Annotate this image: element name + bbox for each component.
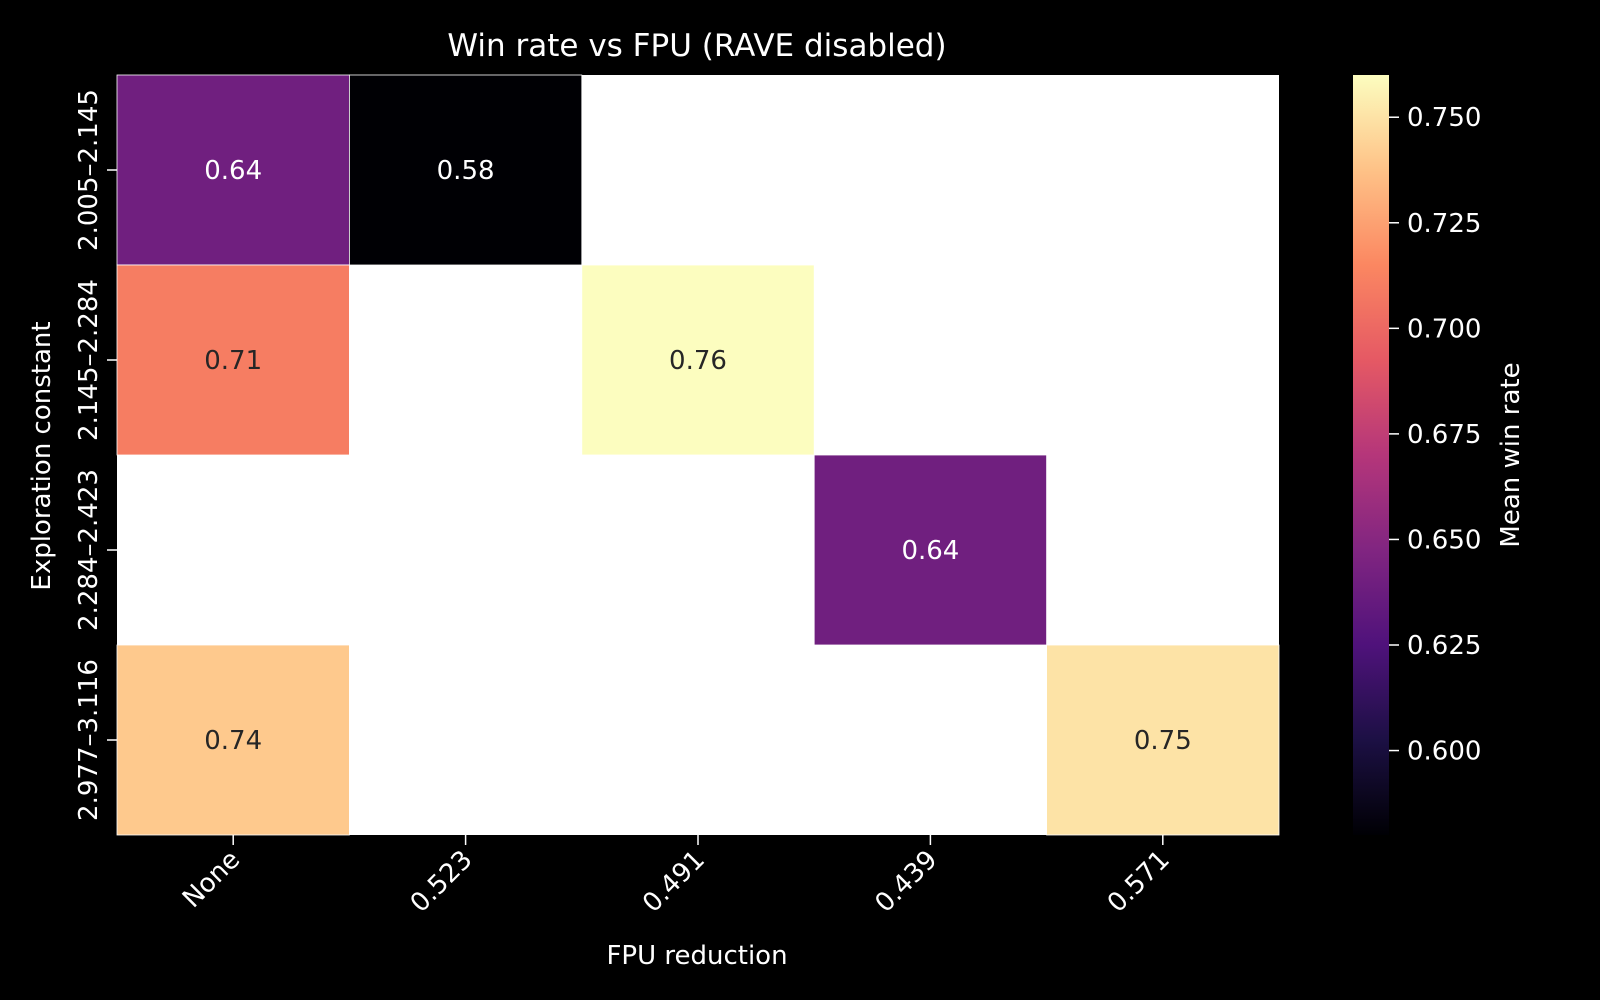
heatmap-cell: [116, 264, 350, 456]
colorbar-tick-label: 0.600: [1407, 737, 1481, 767]
colorbar-label: Mean win rate: [1496, 362, 1526, 547]
colorbar-tick-label: 0.650: [1407, 525, 1481, 555]
cell-value-label: 0.71: [204, 346, 262, 376]
x-tick-label: 0.439: [870, 845, 944, 919]
heatmap-cell: [1046, 644, 1280, 836]
colorbar-tick-label: 0.725: [1407, 209, 1481, 239]
colorbar-tick-label: 0.625: [1407, 631, 1481, 661]
colorbar: 0.600 0.625 0.650 0.675 0.700 0.725 0.750: [1353, 75, 1481, 835]
heatmap-cell: [813, 454, 1048, 646]
cell-value-label: 0.64: [204, 156, 262, 186]
y-tick-label: 2.284–2.423: [74, 469, 104, 631]
x-axis: None 0.523 0.491 0.439 0.571: [177, 835, 1176, 919]
y-tick-label: 2.145–2.284: [74, 279, 104, 441]
heatmap-cell: [116, 644, 350, 836]
heatmap-cell: [348, 74, 583, 266]
x-tick-label: 0.491: [637, 845, 711, 919]
y-axis: 2.005–2.145 2.145–2.284 2.284–2.423 2.977–3…: [74, 89, 117, 821]
x-tick-label: 0.523: [405, 845, 479, 919]
colorbar-gradient: [1353, 75, 1389, 835]
colorbar-tick-label: 0.675: [1407, 420, 1481, 450]
cell-value-label: 0.74: [204, 726, 262, 756]
cell-value-label: 0.75: [1134, 726, 1192, 756]
y-tick-label: 2.977–3.116: [74, 659, 104, 821]
y-axis-label: Exploration constant: [27, 321, 57, 590]
chart-title: Win rate vs FPU (RAVE disabled): [447, 28, 946, 64]
x-axis-label: FPU reduction: [606, 941, 787, 971]
plot-area: 0.64 0.58 0.71 0.76 0.64 0.74 0.75: [116, 74, 1280, 836]
x-tick-label: 0.571: [1102, 845, 1176, 919]
heatmap-cell: [116, 74, 350, 266]
cell-value-label: 0.58: [437, 156, 495, 186]
heatmap-cell: [581, 264, 815, 456]
x-tick-label: None: [177, 845, 246, 914]
y-tick-label: 2.005–2.145: [74, 89, 104, 251]
colorbar-tick-label: 0.750: [1407, 103, 1481, 133]
colorbar-tick-label: 0.700: [1407, 314, 1481, 344]
cell-value-label: 0.76: [669, 346, 727, 376]
cell-value-label: 0.64: [901, 536, 959, 566]
